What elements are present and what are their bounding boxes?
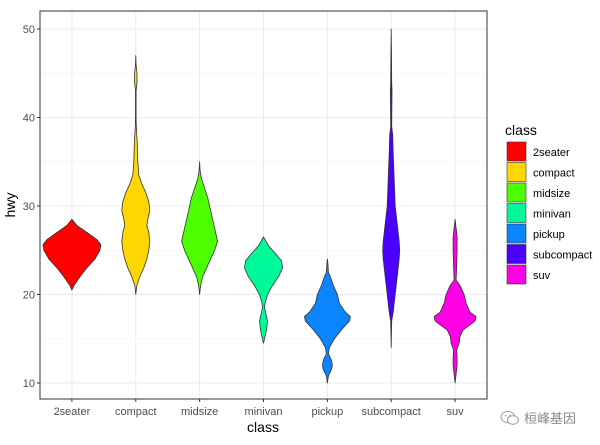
x-tick-label-minivan: minivan (245, 406, 283, 418)
x-axis-title: class (247, 419, 279, 435)
watermark-text: 桓峰基因 (524, 412, 577, 427)
legend-swatch-subcompact (506, 244, 527, 264)
y-tick-label: 20 (23, 290, 35, 302)
legend-label-2seater: 2seater (533, 147, 570, 159)
legend-label-suv: suv (533, 270, 551, 282)
legend-swatch-midsize (506, 182, 527, 203)
violin-2seater (42, 218, 102, 291)
legend-label-compact: compact (533, 168, 575, 180)
legend-swatch-compact (506, 162, 527, 182)
violin-subcompact (382, 28, 401, 348)
legend: class 2seater compact midsize minivan pickup… (505, 122, 592, 285)
watermark: 桓峰基因 (500, 408, 576, 427)
legend-swatch-pickup (506, 223, 527, 244)
violin-minivan (244, 236, 283, 344)
x-tick-label-pickup: pickup (311, 406, 343, 418)
legend-swatch-2seater (506, 141, 527, 162)
legend-label-subcompact: subcompact (533, 250, 592, 262)
y-axis-title: hwy (2, 193, 18, 218)
x-tick-label-subcompact: subcompact (362, 406, 421, 418)
y-tick-label: 10 (23, 378, 35, 390)
legend-title: class (505, 122, 537, 138)
legend-swatch-suv (506, 264, 527, 285)
y-tick-label: 50 (23, 24, 35, 36)
x-tick-label-suv: suv (447, 406, 465, 418)
violin-compact (121, 55, 151, 295)
legend-label-pickup: pickup (533, 229, 565, 241)
legend-label-midsize: midsize (533, 188, 570, 200)
x-tick-label-2seater: 2seater (54, 406, 91, 418)
violin-suv (433, 218, 477, 384)
y-tick-label: 40 (23, 113, 35, 125)
violin-midsize (181, 161, 218, 295)
x-axis: 2seater compact midsize minivan pickup subcom… (54, 399, 465, 418)
y-tick-label: 30 (23, 201, 35, 213)
x-tick-label-midsize: midsize (181, 406, 218, 418)
violin-pickup (304, 258, 351, 384)
legend-label-minivan: minivan (533, 209, 571, 221)
legend-swatch-minivan (506, 203, 527, 223)
violins (42, 28, 477, 384)
y-axis: 10 20 30 40 50 (23, 24, 40, 390)
wechat-icon (500, 410, 519, 425)
x-tick-label-compact: compact (115, 406, 157, 418)
